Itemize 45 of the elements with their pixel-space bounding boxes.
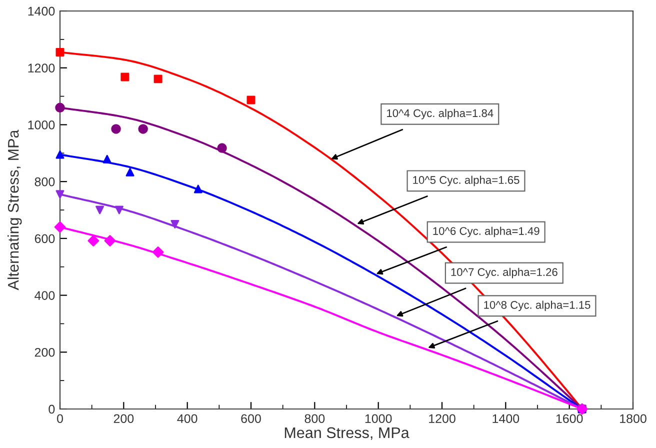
point	[55, 102, 65, 113]
x-axis-title: Mean Stress, MPa	[284, 427, 410, 440]
x-tick-label: 1400	[492, 414, 520, 424]
annotation: 10^6 Cyc. alpha=1.49	[433, 226, 540, 238]
y-tick-label: 0	[48, 404, 55, 414]
point	[138, 124, 148, 134]
annotation: 10^5 Cyc. alpha=1.65	[413, 176, 520, 186]
point	[114, 206, 124, 214]
y-axis-title: Alternating Stress, MPa	[8, 130, 22, 290]
point	[111, 124, 121, 134]
point	[56, 150, 64, 159]
point	[56, 48, 64, 56]
point	[170, 220, 180, 228]
point	[154, 74, 162, 84]
point	[54, 221, 66, 233]
x-tick-label: 1600	[556, 414, 583, 424]
x-tick-label: 200	[114, 414, 134, 424]
point	[56, 190, 64, 199]
point	[104, 235, 116, 246]
x-tick-label: 800	[304, 414, 325, 424]
y-tick-label: 800	[34, 177, 55, 186]
point	[194, 184, 202, 194]
point	[120, 72, 130, 82]
point	[126, 168, 134, 176]
x-tick-label: 600	[241, 414, 261, 424]
y-tick-label: 1200	[28, 64, 55, 73]
point	[88, 235, 100, 246]
point	[246, 96, 256, 104]
x-tick-label: 1000	[365, 414, 392, 424]
annotation: 10^4 Cyc. alpha=1.84	[387, 108, 494, 120]
annotation: 10^7 Cyc. alpha=1.26	[451, 268, 558, 278]
point	[102, 154, 112, 164]
y-tick-label: 1000	[28, 120, 55, 130]
point	[152, 246, 164, 258]
x-tick-label: 1800	[620, 414, 646, 424]
x-tick-label: 400	[177, 414, 198, 424]
x-tick-label: 0	[57, 414, 63, 424]
x-tick-label: 1200	[429, 414, 456, 424]
y-tick-label: 200	[34, 348, 55, 357]
y-tick-label: 1400	[28, 6, 55, 16]
y-tick-label: 600	[34, 234, 55, 244]
y-tick-label: 400	[34, 291, 55, 300]
annotation: 10^8 Cyc. alpha=1.15	[484, 300, 590, 312]
point	[217, 143, 227, 153]
point	[96, 206, 104, 214]
